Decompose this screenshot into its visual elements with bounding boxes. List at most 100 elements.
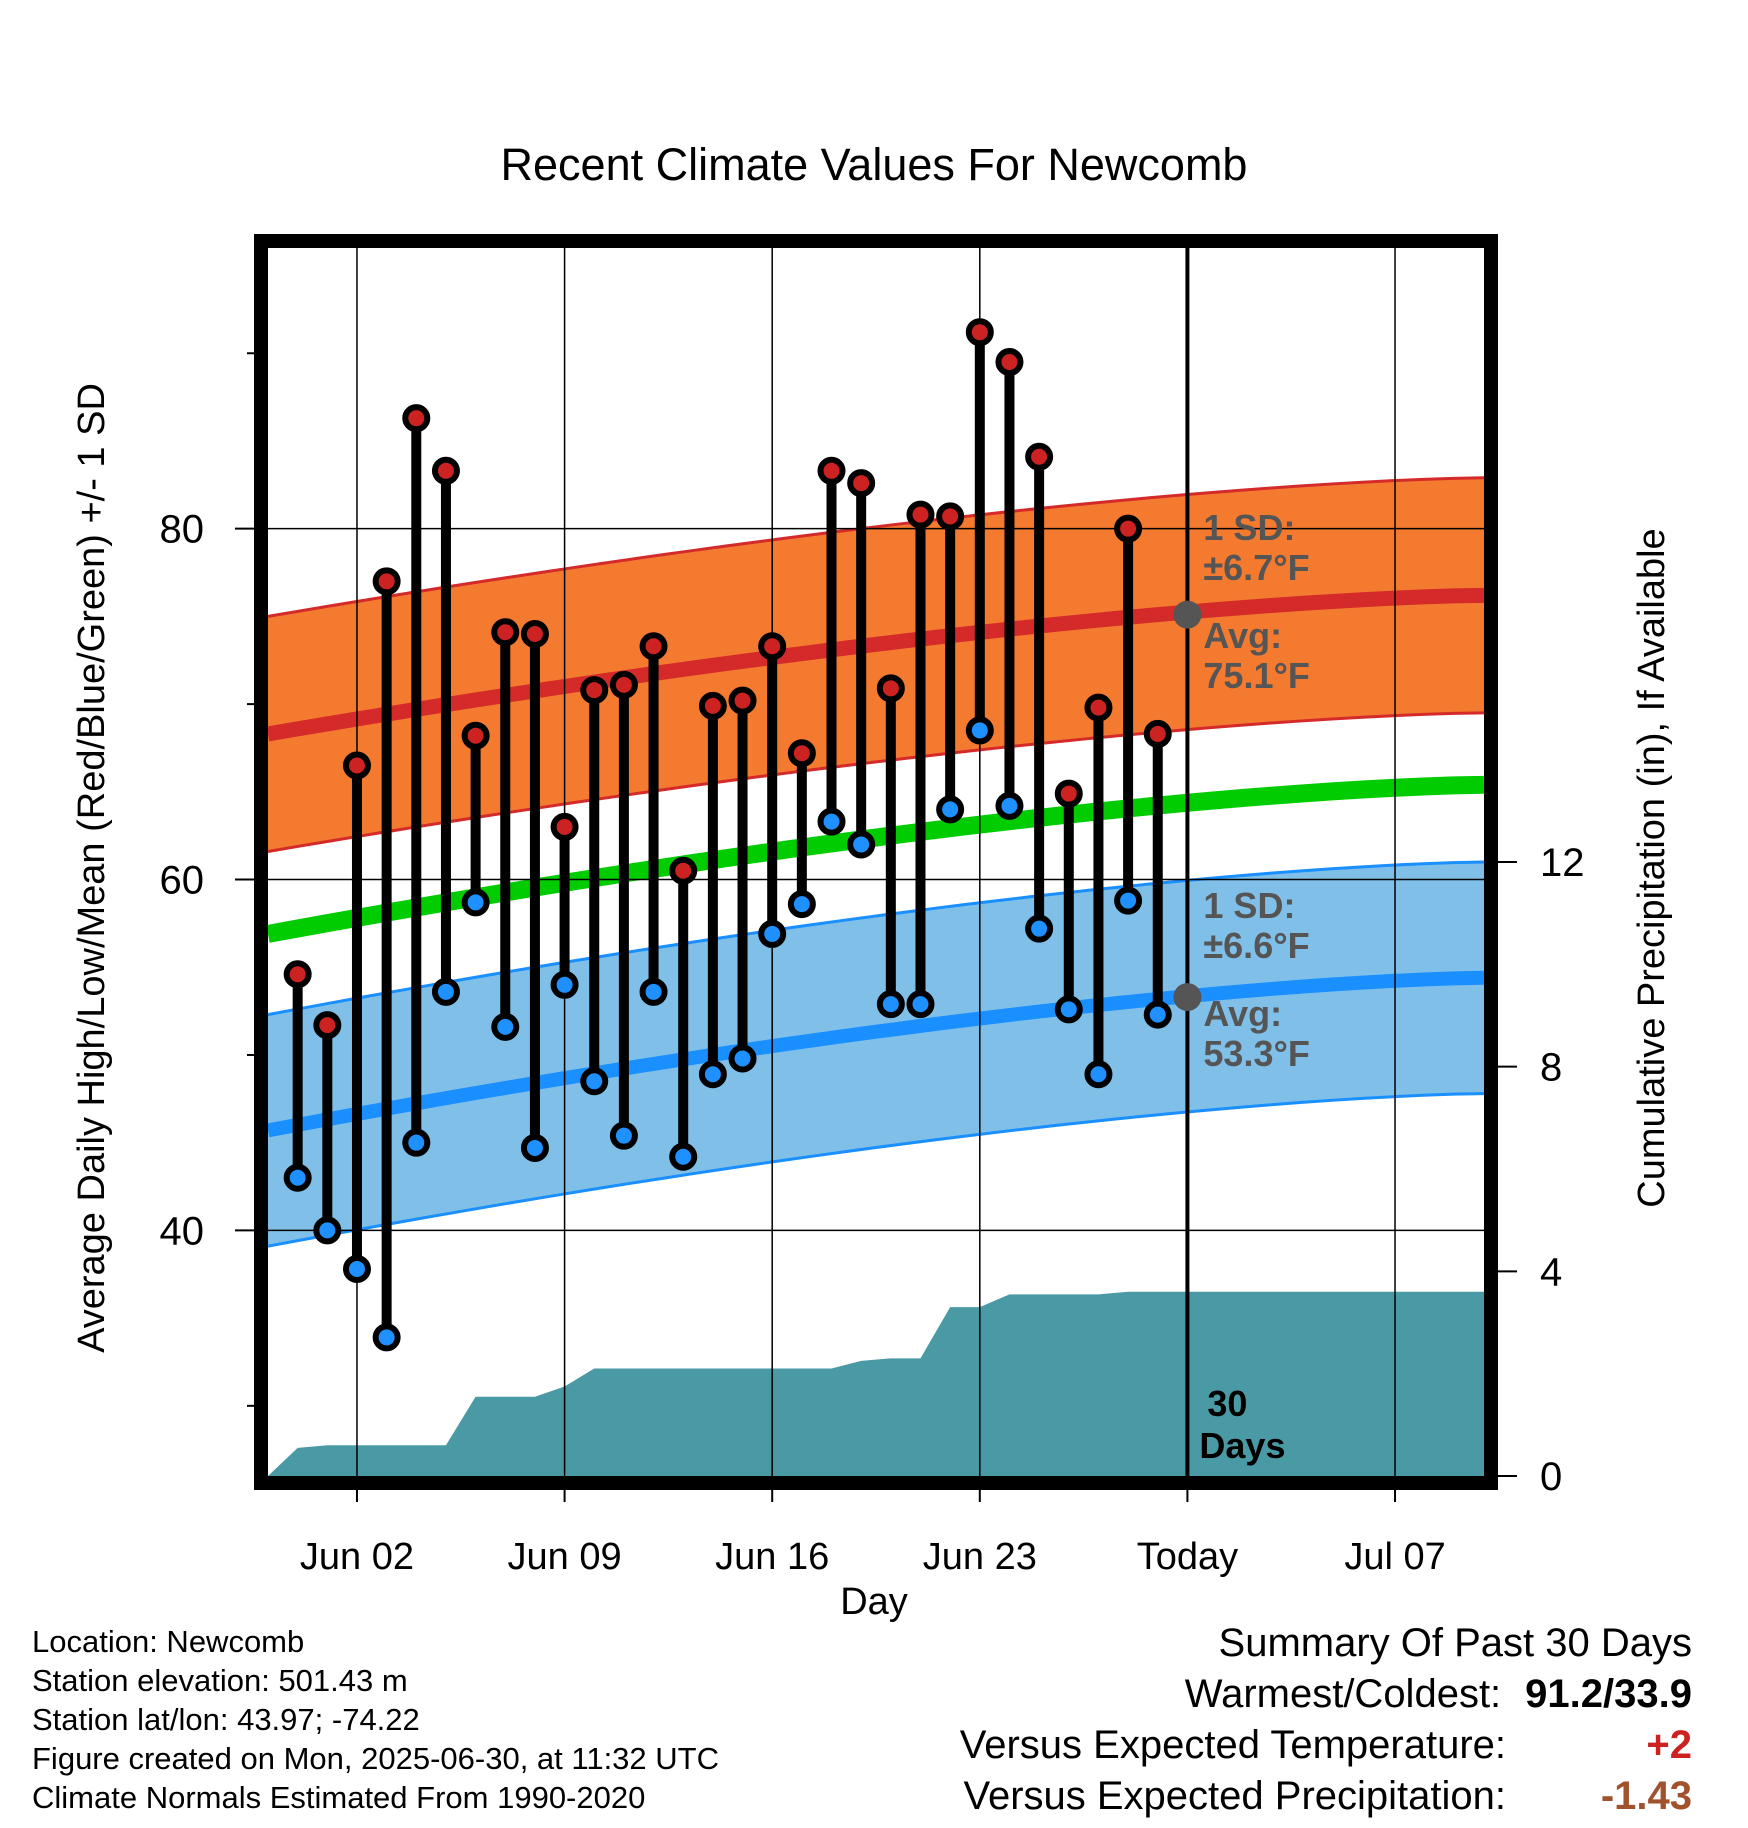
- high-temp-point: [313, 1011, 342, 1040]
- low-temp-point: [847, 830, 876, 859]
- low-temp-point: [1143, 1000, 1172, 1029]
- summary-warm-cold: Warmest/Coldest: 91.2/33.9: [960, 1669, 1692, 1720]
- latlon-text: Station lat/lon: 43.97; -74.22: [32, 1702, 420, 1737]
- high-temp-point: [491, 618, 520, 647]
- high-temp-point: [1143, 719, 1172, 748]
- temp-value: +2: [1646, 1723, 1692, 1767]
- high-temp-point: [402, 404, 431, 433]
- x-tick-label: Jun 16: [715, 1536, 829, 1578]
- high-temp-point: [847, 469, 876, 498]
- low-sd-label: 1 SD:: [1203, 885, 1295, 926]
- y2-tick-label: 12: [1540, 841, 1585, 885]
- low-temp-point: [1025, 914, 1054, 943]
- high-sd-band: [268, 477, 1484, 852]
- high-avg-label: Avg:: [1203, 615, 1282, 656]
- chart-title: Recent Climate Values For Newcomb: [501, 139, 1248, 190]
- high-temp-point: [461, 721, 490, 750]
- high-temp-point: [817, 456, 846, 485]
- today-high-avg-marker: [1173, 600, 1202, 629]
- high-temp-point: [965, 318, 994, 347]
- low-temp-point: [313, 1216, 342, 1245]
- low-temp-point: [876, 990, 905, 1019]
- high-sd-value: ±6.7°F: [1203, 547, 1309, 588]
- created-text: Figure created on Mon, 2025-06-30, at 11…: [32, 1741, 719, 1776]
- low-temp-point: [995, 791, 1024, 820]
- high-temp-point: [995, 348, 1024, 377]
- normals-text: Climate Normals Estimated From 1990-2020: [32, 1780, 646, 1815]
- high-normal-line: [266, 587, 1485, 742]
- low-sd-band: [268, 862, 1484, 1247]
- y2-tick-label: 4: [1540, 1250, 1562, 1294]
- high-temp-point: [698, 691, 727, 720]
- y-tick-label: 40: [160, 1209, 205, 1253]
- high-temp-point: [431, 456, 460, 485]
- high-temp-point: [669, 856, 698, 885]
- high-temp-point: [283, 960, 312, 989]
- low-temp-point: [431, 977, 460, 1006]
- x-tick-label: Jun 02: [300, 1536, 414, 1578]
- y2-axis-label: Cumulative Precipitation (in), If Availa…: [1631, 528, 1673, 1207]
- low-temp-point: [1054, 995, 1083, 1024]
- low-temp-point: [817, 807, 846, 836]
- temp-label: Versus Expected Temperature:: [959, 1723, 1506, 1767]
- low-temp-point: [728, 1044, 757, 1073]
- low-temp-point: [965, 716, 994, 745]
- high-temp-point: [906, 500, 935, 529]
- low-temp-point: [580, 1067, 609, 1096]
- y-tick-label: 80: [160, 508, 205, 552]
- low-temp-point: [372, 1323, 401, 1352]
- low-temp-point: [342, 1254, 371, 1283]
- low-temp-point: [906, 990, 935, 1019]
- low-avg-label: Avg:: [1203, 993, 1282, 1034]
- high-temp-point: [342, 751, 371, 780]
- low-temp-point: [609, 1121, 638, 1150]
- x-tick-label: Jun 09: [508, 1536, 622, 1578]
- low-temp-point: [520, 1133, 549, 1162]
- today-low-avg-marker: [1173, 983, 1202, 1012]
- x-axis-label: Day: [840, 1581, 908, 1623]
- high-temp-point: [758, 632, 787, 661]
- low-temp-point: [698, 1060, 727, 1089]
- warm-cold-label: Warmest/Coldest:: [1184, 1672, 1502, 1716]
- low-temp-point: [1084, 1060, 1113, 1089]
- high-avg-value: 75.1°F: [1203, 655, 1309, 696]
- y2-tick-label: 0: [1540, 1455, 1562, 1499]
- summary-title: Summary Of Past 30 Days: [1218, 1621, 1692, 1665]
- low-avg-value: 53.3°F: [1203, 1033, 1309, 1074]
- low-sd-lower-edge: [267, 1092, 1485, 1248]
- high-temp-point: [1114, 514, 1143, 543]
- high-temp-point: [639, 632, 668, 661]
- y-tick-label: 60: [160, 859, 205, 903]
- low-temp-point: [402, 1128, 431, 1157]
- high-temp-point: [609, 670, 638, 699]
- y2-tick-label: 8: [1540, 1046, 1562, 1090]
- high-temp-point: [936, 502, 965, 531]
- precip-area: [268, 1291, 1484, 1476]
- location-text: Location: Newcomb: [32, 1624, 305, 1659]
- station-info: Location: Newcomb Station elevation: 501…: [32, 1622, 719, 1817]
- precip-label: Versus Expected Precipitation:: [963, 1774, 1506, 1818]
- high-sd-label: 1 SD:: [1203, 507, 1295, 548]
- low-sd-upper-edge: [267, 860, 1485, 1017]
- x-tick-label: Today: [1137, 1536, 1238, 1578]
- x-tick-label: Jul 07: [1344, 1536, 1445, 1578]
- x-tick-label: Jun 23: [923, 1536, 1037, 1578]
- low-temp-point: [491, 1012, 520, 1041]
- low-temp-point: [787, 890, 816, 919]
- high-temp-point: [876, 674, 905, 703]
- low-temp-point: [639, 977, 668, 1006]
- summary-precip: Versus Expected Precipitation: -1.43: [960, 1771, 1692, 1822]
- warm-cold-value: 91.2/33.9: [1525, 1672, 1692, 1716]
- high-sd-upper-edge: [267, 476, 1485, 618]
- high-temp-point: [728, 686, 757, 715]
- low-sd-value: ±6.6°F: [1203, 925, 1309, 966]
- high-temp-point: [372, 567, 401, 596]
- high-temp-point: [580, 676, 609, 705]
- low-temp-point: [1114, 886, 1143, 915]
- precip-value: -1.43: [1600, 1774, 1692, 1818]
- low-temp-point: [758, 919, 787, 948]
- low-temp-point: [550, 970, 579, 999]
- high-temp-point: [520, 619, 549, 648]
- low-normal-line: [266, 970, 1485, 1138]
